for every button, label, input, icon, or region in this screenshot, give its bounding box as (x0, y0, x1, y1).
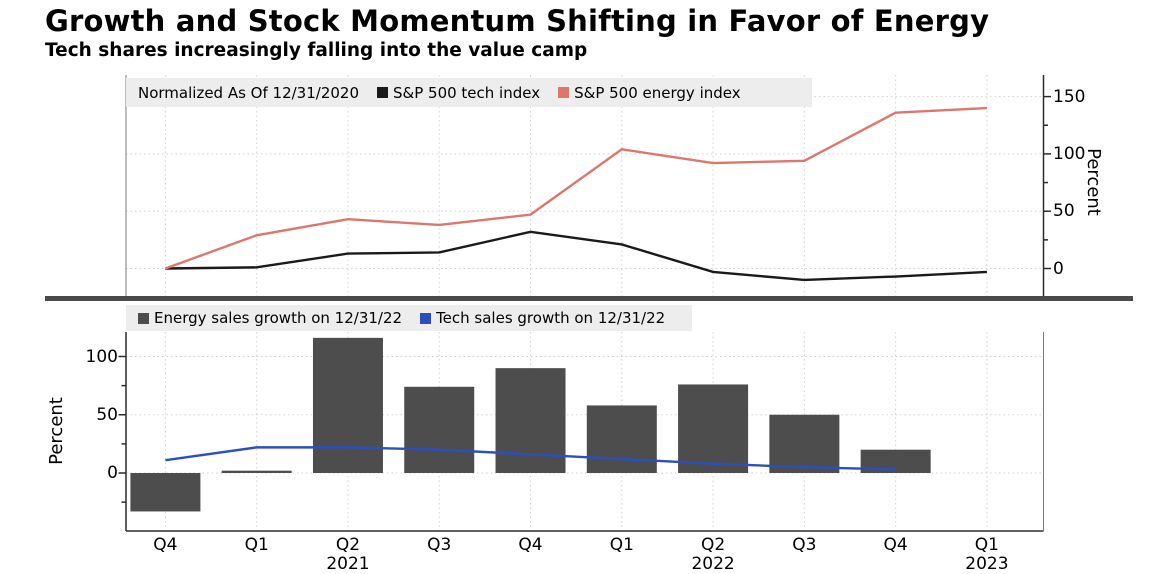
legend-label: S&P 500 tech index (393, 83, 541, 102)
x-axis-label: Q2 (700, 535, 726, 555)
y-tick-label-top: 100 (1053, 143, 1086, 164)
y-tick-label-bottom: 0 (107, 463, 118, 483)
panel-separator (45, 296, 1133, 301)
y-tick-label-top: 0 (1053, 258, 1064, 279)
energy-sales-swatch-icon (138, 312, 149, 324)
energy-index-swatch-icon (558, 87, 570, 98)
x-axis-year-label: 2022 (691, 554, 735, 574)
y-tick-label-top: 50 (1053, 201, 1075, 222)
x-axis-label: Q1 (609, 535, 634, 555)
legend-label: Tech sales growth on 12/31/22 (436, 309, 666, 327)
bottom-legend: Energy sales growth on 12/31/22 Tech sal… (126, 305, 692, 331)
y-tick-label-top: 150 (1053, 86, 1086, 107)
y-tick-label-bottom: 50 (96, 404, 118, 425)
x-axis-label: Q1 (974, 535, 999, 555)
chart-subtitle: Tech shares increasingly falling into th… (45, 40, 588, 61)
legend-item-tech-sales: Tech sales growth on 12/31/22 (420, 309, 665, 327)
tech-index-swatch-icon (377, 87, 388, 98)
x-axis-label: Q3 (792, 535, 817, 555)
x-axis-label: Q2 (335, 535, 361, 555)
x-axis-label: Q3 (427, 535, 452, 555)
legend-item-tech-index: S&P 500 tech index (377, 84, 540, 102)
legend-item-energy-sales: Energy sales growth on 12/31/22 (138, 309, 402, 327)
x-axis-label: Q4 (518, 535, 543, 555)
chart-title: Growth and Stock Momentum Shifting in Fa… (45, 4, 990, 38)
x-axis-year-label: 2023 (965, 554, 1009, 574)
legend-note: Normalized As Of 12/31/2020 (138, 83, 359, 102)
legend-item-energy-index: S&P 500 energy index (558, 84, 741, 102)
tech-sales-swatch-icon (420, 312, 432, 324)
bottom-y-axis-title: Percent (46, 397, 67, 465)
y-tick-label-bottom: 100 (85, 346, 118, 367)
x-axis-label: Q4 (153, 535, 178, 555)
x-axis-label: Q1 (244, 535, 269, 555)
top-legend: Normalized As Of 12/31/2020 S&P 500 tech… (126, 78, 812, 107)
x-axis-label: Q4 (883, 535, 908, 555)
x-axis-year-label: 2021 (326, 554, 370, 574)
legend-label: S&P 500 energy index (574, 83, 741, 102)
legend-label: Energy sales growth on 12/31/22 (154, 309, 403, 327)
